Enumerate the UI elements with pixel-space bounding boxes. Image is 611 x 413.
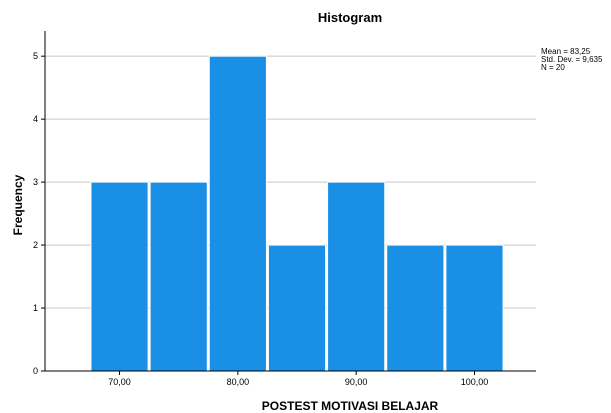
- y-tick-label: 2: [33, 240, 38, 250]
- y-tick-label: 1: [33, 303, 38, 313]
- x-tick-label: 100,00: [461, 377, 489, 387]
- bar-80,00: [208, 55, 267, 372]
- bar-85,00: [267, 244, 327, 372]
- axes: 0 1 2 3 4 5 70,00 80,00 90,00 100,00: [33, 31, 536, 387]
- stats-std-dev: Std. Dev. = 9,635: [541, 55, 603, 64]
- bar-100,00: [445, 244, 504, 372]
- bars: [90, 55, 504, 372]
- x-tick-label: 90,00: [345, 377, 368, 387]
- bar-75,00: [149, 181, 208, 372]
- stats-box: Mean = 83,25 Std. Dev. = 9,635 N = 20: [541, 48, 602, 72]
- bar-95,00: [386, 244, 445, 372]
- y-tick-label: 5: [33, 51, 38, 61]
- x-tick-label: 80,00: [227, 377, 250, 387]
- bar-90,00: [327, 181, 386, 372]
- x-tick-label: 70,00: [108, 377, 131, 387]
- y-axis-label: Frequency: [11, 174, 25, 236]
- stats-n: N = 20: [541, 63, 565, 72]
- y-tick-label: 3: [33, 177, 38, 187]
- y-tick-label: 0: [33, 366, 38, 376]
- x-axis-label: POSTEST MOTIVASI BELAJAR: [261, 399, 439, 413]
- chart-title: Histogram: [317, 10, 383, 25]
- stats-mean: Mean = 83,25: [541, 47, 591, 56]
- y-tick-label: 4: [33, 114, 38, 124]
- bar-70,00: [90, 181, 149, 372]
